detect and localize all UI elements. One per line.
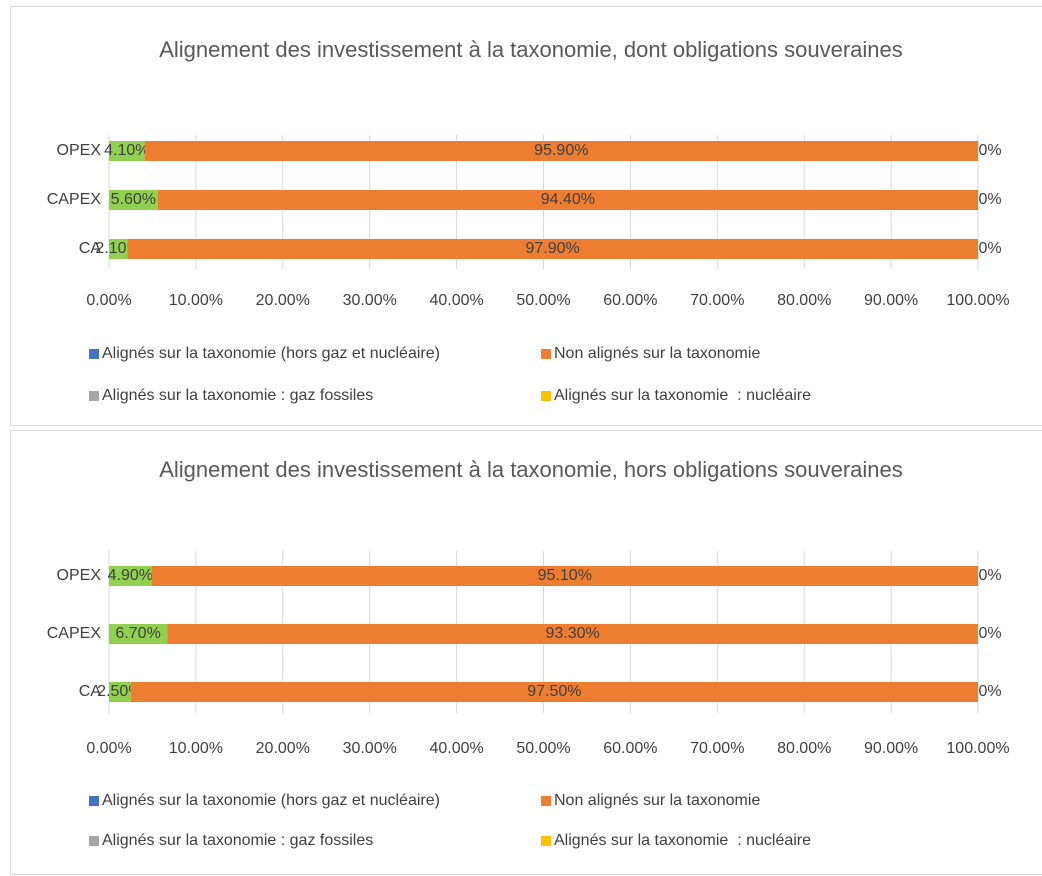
legend-swatch [541,836,551,846]
x-tick-label: 10.00% [169,740,223,757]
legend-label: Non alignés sur la taxonomie [554,792,760,809]
x-tick-label: 50.00% [516,740,570,757]
chart-title: Alignement des investissement à la taxon… [159,37,903,62]
bar-segment [109,239,128,259]
x-tick-label: 30.00% [343,292,397,309]
legend-label: Alignés sur la taxonomie : gaz fossiles [102,832,373,849]
data-label: 95.10% [538,567,592,584]
data-label: 6.70% [115,625,160,642]
chart-panel: Alignement des investissement à la taxon… [10,6,1042,426]
bar-segment [127,239,978,259]
x-tick-label: 100.00% [946,292,1009,309]
bar-segment [109,566,152,586]
x-tick-label: 40.00% [429,292,483,309]
legend-label: Alignés sur la taxonomie : nucléaire [554,387,811,404]
bar-segment [109,190,158,210]
legend-swatch [541,796,551,806]
data-label: 4.90% [108,567,153,584]
y-tick-label: OPEX [57,567,102,584]
x-tick-label: 20.00% [256,292,310,309]
x-tick-label: 80.00% [777,740,831,757]
y-tick-label: OPEX [57,142,102,159]
data-label: 0% [978,240,1001,257]
data-label: 5.60% [111,191,156,208]
bar-segment [109,624,168,644]
bar-segment [157,190,978,210]
chart: 0.00% 10.00% 20.00% 30.00% 40.00% 50.00% 60.00… [47,551,1010,849]
legend-swatch [89,836,99,846]
data-label: 93.30% [545,625,599,642]
data-label: 0% [978,625,1001,642]
legend-label: Alignés sur la taxonomie : gaz fossiles [102,387,373,404]
data-label: 0% [978,142,1001,159]
bar-segment [167,624,978,644]
data-label: 94.40% [541,191,595,208]
bar-segment [151,566,978,586]
x-tick-label: 60.00% [603,740,657,757]
data-label: 97.90% [525,240,579,257]
x-tick-label: 0.00% [86,740,131,757]
legend-swatch [89,391,99,401]
x-tick-label: 100.00% [946,740,1009,757]
x-tick-label: 90.00% [864,292,918,309]
legend-swatch [541,391,551,401]
chart-panel: Alignement des investissement à la taxon… [10,430,1042,875]
x-tick-label: 40.00% [429,740,483,757]
data-label: 97.50% [527,683,581,700]
legend-label: Alignés sur la taxonomie : nucléaire [554,832,811,849]
legend-swatch [89,349,99,359]
bar-segment [109,682,131,702]
legend-swatch [89,796,99,806]
y-tick-label: CAPEX [47,625,102,642]
legend-swatch [541,349,551,359]
x-tick-label: 80.00% [777,292,831,309]
data-label: 0% [978,567,1001,584]
y-tick-label: CA [79,683,102,700]
x-tick-label: 10.00% [169,292,223,309]
bar-segment [109,141,145,161]
x-tick-label: 0.00% [86,292,131,309]
bar-segment [130,682,979,702]
x-tick-label: 20.00% [256,740,310,757]
legend-label: Non alignés sur la taxonomie [554,345,760,362]
bar-segment [144,141,978,161]
chart-title: Alignement des investissement à la taxon… [159,457,903,482]
data-label: 4.10% [104,142,149,159]
x-tick-label: 70.00% [690,740,744,757]
data-label: 0% [978,191,1001,208]
data-label: 95.90% [534,142,588,159]
x-tick-label: 50.00% [516,292,570,309]
data-label: 0% [978,683,1001,700]
x-tick-label: 60.00% [603,292,657,309]
chart: 0.00% 10.00% 20.00% 30.00% 40.00% 50.00% 60.00… [47,135,1010,404]
y-tick-label: CAPEX [47,191,102,208]
legend-label: Alignés sur la taxonomie (hors gaz et nu… [102,345,440,362]
x-tick-label: 30.00% [343,740,397,757]
legend-label: Alignés sur la taxonomie (hors gaz et nu… [102,792,440,809]
x-tick-label: 90.00% [864,740,918,757]
x-tick-label: 70.00% [690,292,744,309]
y-tick-label: CA [79,240,102,257]
